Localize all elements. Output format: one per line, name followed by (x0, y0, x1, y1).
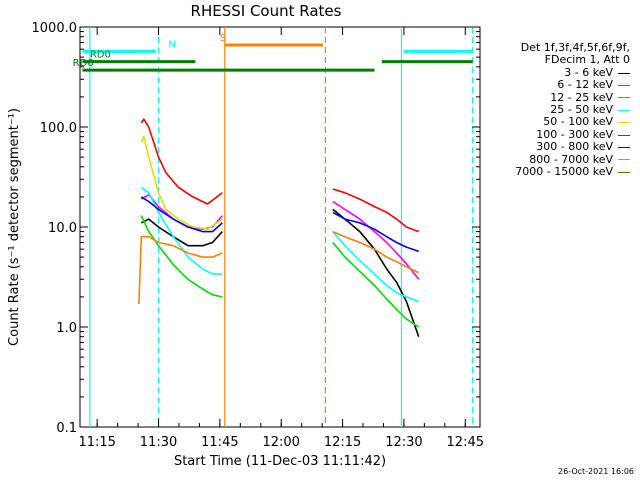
y-tick-label: 10.0 (48, 221, 77, 236)
x-tick-label: 11:15 (78, 435, 115, 450)
legend-label: 100 - 300 keV (536, 127, 613, 141)
flag-label-n: N (168, 39, 175, 50)
legend-swatch (618, 72, 630, 74)
legend-label: 25 - 50 keV (550, 103, 613, 117)
legend-label: 3 - 6 keV (564, 65, 613, 79)
x-axis-label: Start Time (11-Dec-03 11:11:42) (174, 454, 386, 469)
series-line-8 (138, 230, 420, 305)
axes: 11:15 11:30 11:45 12:00 12:15 12:30 12:45 0.1 1.… (32, 21, 485, 450)
legend-label: 12 - 25 keV (550, 90, 613, 104)
legend-swatch (618, 159, 630, 161)
legend-entry-6: 100 - 300 keV (478, 127, 630, 141)
legend-entry-9: 7000 - 15000 keV (478, 165, 630, 179)
x-tick-label: 12:30 (385, 435, 422, 450)
legend-swatch (618, 171, 630, 173)
legend-entry-8: 800 - 7000 keV (478, 152, 630, 166)
y-tick-label: 1000.0 (32, 21, 78, 36)
legend: Det 1f,3f,4f,5f,6f,9f, FDecim 1, Att 0 3… (478, 41, 630, 179)
series-line-6 (140, 118, 419, 233)
legend-swatch (618, 84, 630, 86)
legend-entry-2: 6 - 12 keV (478, 78, 630, 92)
flag-label-rd0: RD0 (90, 50, 111, 61)
series-line-3 (140, 215, 420, 328)
series-lines (138, 118, 420, 337)
legend-header-detectors: Det 1f,3f,4f,5f,6f,9f, (520, 41, 630, 54)
legend-entry-1: 3 - 6 keV (478, 65, 630, 79)
y-axis-label: Count Rate (s⁻¹ detector segment⁻¹) (7, 108, 22, 346)
legend-entry-7: 300 - 800 keV (478, 140, 630, 154)
x-tick-label: 11:30 (140, 435, 177, 450)
x-tick-label: 12:45 (447, 435, 484, 450)
legend-entry-5: 50 - 100 keV (478, 116, 630, 128)
legend-label: 7000 - 15000 keV (515, 165, 613, 179)
legend-label: 6 - 12 keV (557, 78, 613, 92)
chart-title: RHESSI Count Rates (191, 2, 342, 20)
legend-swatch (618, 146, 630, 148)
series-line-7 (140, 196, 419, 253)
flag-label-rd6: RD6 (73, 58, 94, 69)
legend-label: 50 - 100 keV (543, 115, 613, 129)
legend-label: 800 - 7000 keV (529, 152, 613, 166)
y-tick-label: 100.0 (40, 121, 77, 136)
flag-label-s: S (220, 33, 226, 44)
legend-swatch (618, 134, 630, 136)
legend-entries: 3 - 6 keV 6 - 12 keV 12 - 25 keV 25 - 50 ke… (478, 65, 630, 179)
legend-label: 300 - 800 keV (536, 140, 613, 154)
legend-entry-4: 25 - 50 keV (478, 103, 630, 117)
legend-entry-3: 12 - 25 keV (478, 90, 630, 104)
x-tick-label: 11:45 (201, 435, 238, 450)
y-tick-label: 1.0 (56, 321, 77, 336)
series-line-1 (140, 208, 420, 337)
series-line-5 (140, 135, 223, 230)
y-tick-label: 0.1 (56, 421, 77, 436)
x-tick-label: 12:00 (262, 435, 299, 450)
legend-swatch (618, 122, 630, 124)
legend-swatch (618, 97, 630, 99)
x-tick-label: 12:15 (324, 435, 361, 450)
plot-frame (79, 26, 481, 428)
timestamp: 26-Oct-2021 16:06 (558, 467, 634, 476)
legend-swatch (618, 109, 630, 111)
legend-header-decimation: FDecim 1, Att 0 (544, 53, 630, 67)
series-line-4 (140, 186, 419, 303)
